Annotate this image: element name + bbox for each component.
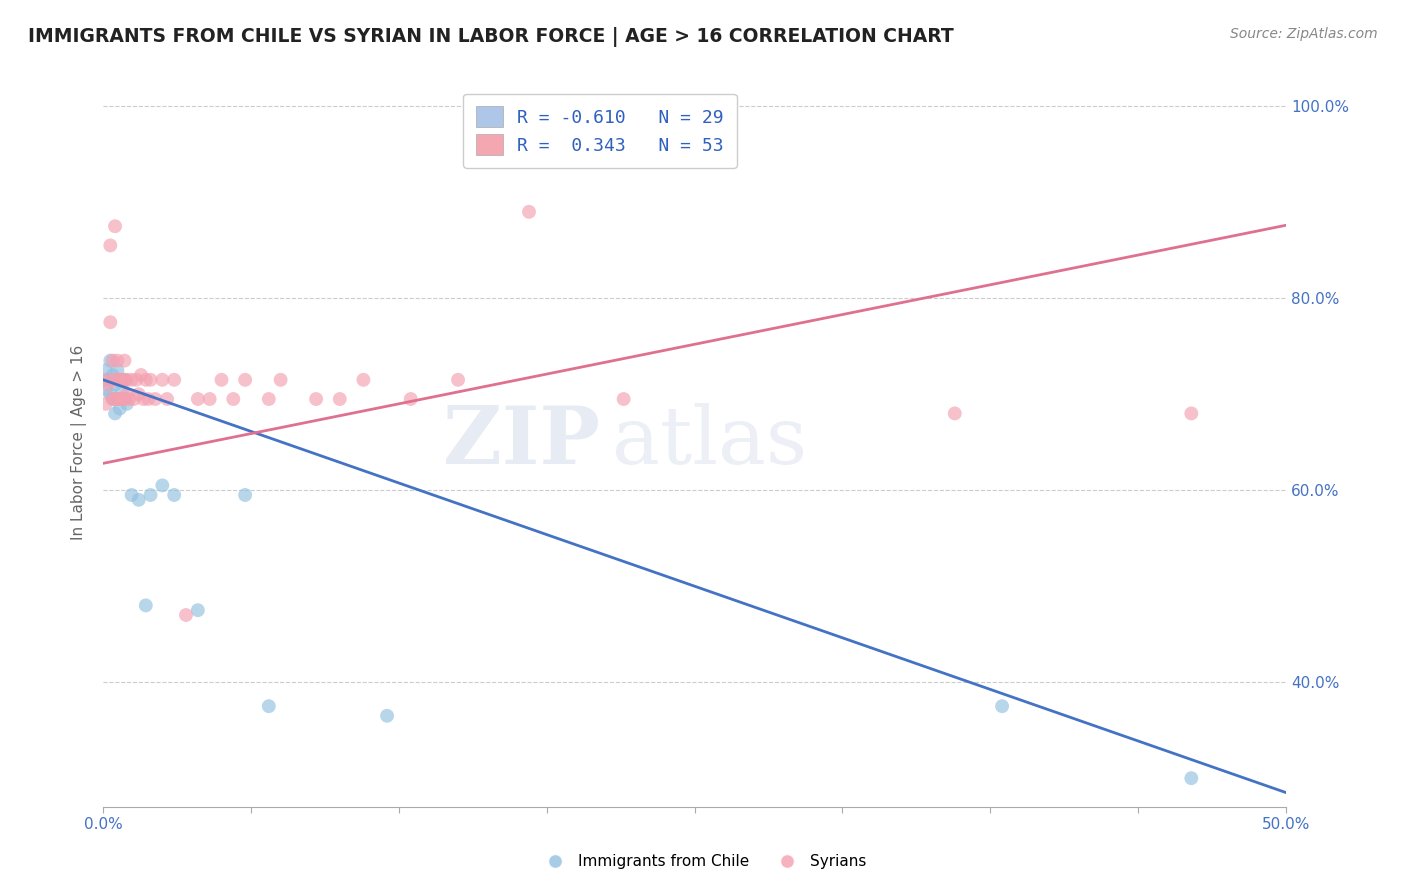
Point — [107, 392, 129, 406]
Point — [174, 607, 197, 622]
Point — [211, 373, 233, 387]
Point — [139, 488, 162, 502]
Point — [517, 204, 540, 219]
Point — [125, 373, 148, 387]
Point — [447, 373, 470, 387]
Legend: R = -0.610   N = 29, R =  0.343   N = 53: R = -0.610 N = 29, R = 0.343 N = 53 — [463, 94, 737, 168]
Point — [114, 373, 136, 387]
Point — [94, 373, 117, 387]
Point — [128, 492, 150, 507]
Point — [108, 392, 131, 406]
Point — [97, 373, 120, 387]
Point — [270, 373, 292, 387]
Point — [150, 478, 173, 492]
Point — [943, 406, 966, 420]
Point — [233, 488, 256, 502]
Point — [108, 373, 131, 387]
Point — [121, 488, 143, 502]
Point — [233, 373, 256, 387]
Point — [118, 392, 141, 406]
Point — [187, 392, 209, 406]
Point — [104, 377, 127, 392]
Point — [101, 353, 124, 368]
Point — [187, 603, 209, 617]
Point — [101, 368, 124, 382]
Point — [98, 238, 121, 252]
Point — [991, 699, 1014, 714]
Point — [111, 392, 134, 406]
Point — [107, 353, 129, 368]
Point — [111, 383, 134, 397]
Point — [122, 392, 145, 406]
Point — [375, 708, 398, 723]
Point — [115, 387, 138, 401]
Point — [107, 392, 129, 406]
Point — [257, 392, 280, 406]
Point — [352, 373, 374, 387]
Point — [143, 392, 166, 406]
Point — [128, 387, 150, 401]
Point — [114, 353, 136, 368]
Text: ZIP: ZIP — [443, 403, 600, 481]
Point — [163, 488, 186, 502]
Legend: Immigrants from Chile, Syrians: Immigrants from Chile, Syrians — [533, 848, 873, 875]
Point — [115, 397, 138, 411]
Point — [136, 392, 159, 406]
Point — [107, 373, 129, 387]
Point — [108, 373, 131, 387]
Point — [107, 363, 129, 377]
Point — [108, 401, 131, 416]
Point — [305, 392, 328, 406]
Point — [111, 373, 134, 387]
Point — [139, 373, 162, 387]
Point — [1180, 771, 1202, 785]
Point — [156, 392, 179, 406]
Point — [101, 392, 124, 406]
Text: Source: ZipAtlas.com: Source: ZipAtlas.com — [1230, 27, 1378, 41]
Point — [104, 219, 127, 234]
Point — [329, 392, 352, 406]
Point — [114, 392, 136, 406]
Point — [132, 392, 155, 406]
Point — [613, 392, 636, 406]
Point — [98, 315, 121, 329]
Point — [101, 392, 124, 406]
Point — [101, 373, 124, 387]
Point — [135, 599, 157, 613]
Point — [135, 373, 157, 387]
Point — [98, 353, 121, 368]
Point — [94, 383, 117, 397]
Point — [114, 373, 136, 387]
Text: IMMIGRANTS FROM CHILE VS SYRIAN IN LABOR FORCE | AGE > 16 CORRELATION CHART: IMMIGRANTS FROM CHILE VS SYRIAN IN LABOR… — [28, 27, 953, 46]
Point — [98, 387, 121, 401]
Point — [399, 392, 422, 406]
Point — [1180, 406, 1202, 420]
Point — [97, 377, 120, 392]
Point — [222, 392, 245, 406]
Point — [115, 373, 138, 387]
Point — [94, 363, 117, 377]
Point — [163, 373, 186, 387]
Point — [150, 373, 173, 387]
Point — [198, 392, 221, 406]
Text: atlas: atlas — [612, 403, 807, 481]
Point — [94, 397, 117, 411]
Point — [114, 392, 136, 406]
Y-axis label: In Labor Force | Age > 16: In Labor Force | Age > 16 — [72, 344, 87, 540]
Point — [104, 392, 127, 406]
Point — [121, 373, 143, 387]
Point — [129, 368, 152, 382]
Point — [257, 699, 280, 714]
Point — [104, 406, 127, 420]
